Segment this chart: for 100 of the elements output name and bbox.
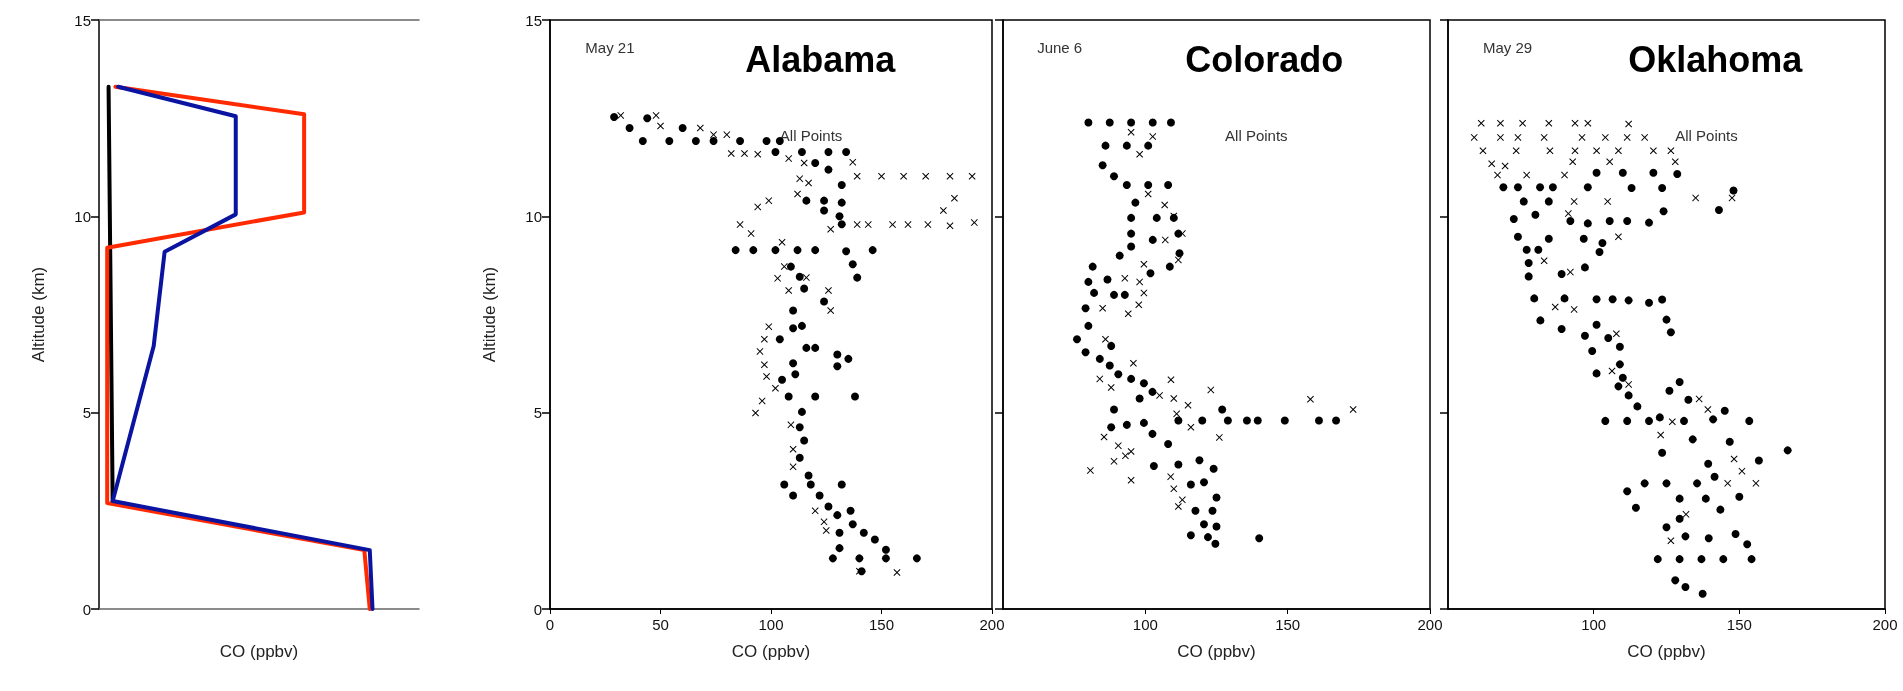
- point: [1207, 386, 1215, 394]
- x-tick-label: 200: [1417, 616, 1443, 633]
- point: [723, 131, 731, 139]
- point: [765, 197, 773, 205]
- y-axis-title: Altitude (km): [29, 266, 48, 363]
- y-tick-label: 15: [525, 11, 542, 29]
- point: [754, 203, 762, 211]
- point: [1173, 410, 1181, 418]
- point: [1570, 305, 1578, 313]
- point: [1671, 158, 1679, 166]
- point: [1667, 537, 1675, 545]
- x-tick-label: 100: [1132, 616, 1158, 633]
- point: [787, 421, 795, 429]
- point: [736, 221, 744, 229]
- point: [1546, 147, 1554, 155]
- point: [1127, 128, 1135, 136]
- point: [1606, 158, 1614, 166]
- x-axis-title: CO (ppbv): [1177, 642, 1256, 661]
- point: [1623, 133, 1631, 141]
- point: [1523, 171, 1531, 179]
- point: [1121, 274, 1129, 282]
- point: [1667, 147, 1675, 155]
- point: [853, 221, 861, 229]
- point: [796, 175, 804, 183]
- annotation: May 21: [585, 39, 635, 56]
- x-tick-label: 150: [868, 616, 895, 633]
- point: [1170, 485, 1178, 493]
- point: [1657, 431, 1665, 439]
- point: [1614, 233, 1622, 241]
- point: [1512, 147, 1520, 155]
- text: Oklahoma: [1628, 38, 1804, 80]
- point: [1470, 133, 1478, 141]
- point: [1682, 510, 1690, 518]
- x-tick-label: 200: [979, 616, 1005, 633]
- point: [1114, 442, 1122, 450]
- y-tick-label: 0: [533, 600, 542, 618]
- text: Alabama: [745, 38, 897, 80]
- point: [747, 230, 755, 238]
- point: [765, 323, 773, 331]
- point: [1561, 171, 1569, 179]
- x-tick-label: 150: [1275, 616, 1301, 633]
- point: [1494, 171, 1502, 179]
- point: [1593, 147, 1601, 155]
- point: [864, 221, 872, 229]
- point: [950, 194, 958, 202]
- x-axis-title: CO (ppbv): [219, 642, 299, 661]
- point: [1096, 375, 1104, 383]
- annotation: May 29: [1482, 39, 1533, 56]
- y-tick-label: 10: [74, 207, 91, 225]
- point: [1570, 197, 1578, 205]
- point: [1540, 257, 1548, 265]
- point: [1140, 260, 1148, 268]
- x-tick-label: 50: [652, 616, 669, 633]
- point: [1129, 359, 1137, 367]
- point: [752, 409, 760, 417]
- x-tick-label: 100: [758, 616, 784, 633]
- point: [1692, 194, 1700, 202]
- point: [893, 568, 901, 576]
- point: [853, 172, 861, 180]
- point: [1540, 133, 1548, 141]
- point: [1136, 278, 1144, 286]
- point: [760, 335, 768, 343]
- point: [657, 122, 664, 130]
- point: [794, 190, 802, 198]
- y-tick-label: 15: [74, 11, 91, 29]
- point: [1136, 150, 1144, 158]
- text: Colorado: [1185, 38, 1344, 80]
- point: [1545, 119, 1553, 127]
- point: [1167, 376, 1175, 384]
- y-tick-label: 5: [533, 404, 542, 422]
- point: [1167, 473, 1175, 481]
- point: [1704, 406, 1712, 414]
- point: [1752, 479, 1760, 487]
- point: [968, 172, 976, 180]
- point: [1149, 133, 1157, 141]
- x-axis-title: CO (ppbv): [1627, 642, 1706, 661]
- point: [1578, 133, 1586, 141]
- point: [1477, 119, 1485, 127]
- point: [904, 221, 912, 229]
- point: [617, 111, 625, 119]
- point: [1514, 133, 1522, 141]
- annotation: June 6: [1037, 39, 1083, 56]
- point: [1668, 418, 1676, 426]
- point: [780, 263, 788, 271]
- point: [760, 361, 768, 369]
- point: [1121, 452, 1129, 460]
- point: [1161, 201, 1169, 209]
- point: [1612, 330, 1620, 338]
- y-axis-title: Altitude (km): [480, 266, 499, 363]
- point: [1107, 384, 1115, 392]
- point: [1488, 160, 1496, 168]
- point: [1178, 496, 1186, 504]
- point: [1161, 236, 1169, 244]
- point: [1187, 423, 1195, 431]
- point: [1349, 406, 1357, 414]
- point: [1127, 448, 1135, 456]
- y-tick-label: 5: [82, 404, 91, 422]
- point: [1724, 479, 1732, 487]
- point: [756, 347, 764, 355]
- x-tick-label: 100: [1581, 616, 1607, 633]
